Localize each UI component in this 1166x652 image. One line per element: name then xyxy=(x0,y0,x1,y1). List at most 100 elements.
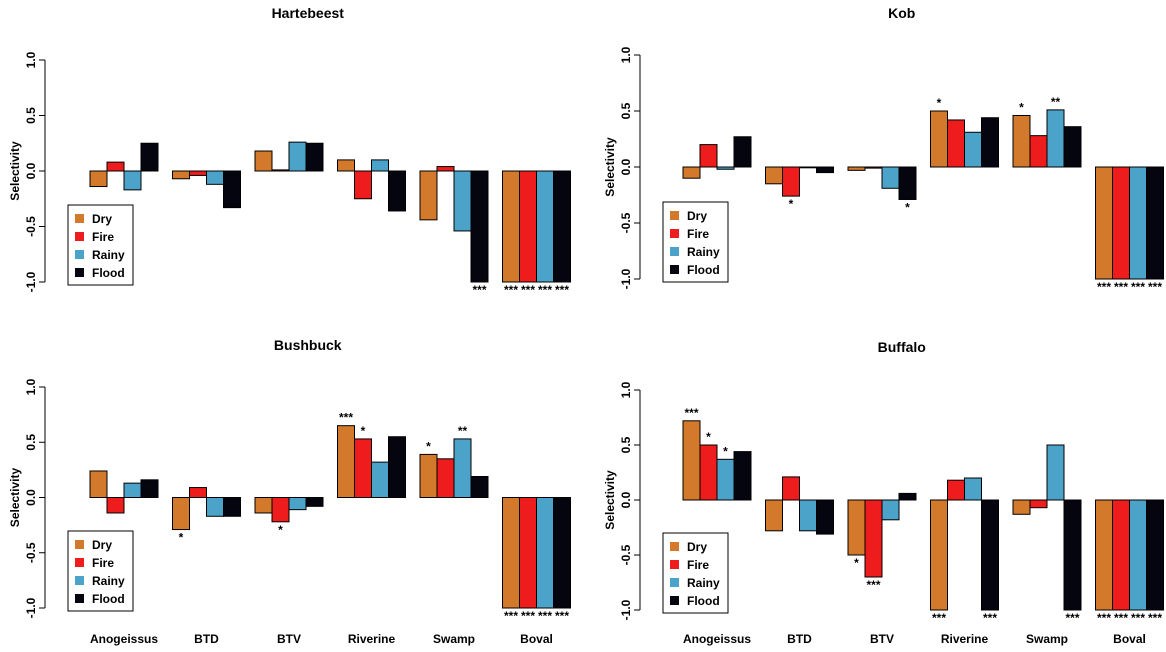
legend-swatch xyxy=(75,268,84,277)
legend-swatch xyxy=(670,578,679,587)
bar xyxy=(502,497,520,609)
legend-label: Flood xyxy=(92,266,125,280)
y-tick-label: -0.5 xyxy=(619,544,633,565)
significance-label: *** xyxy=(684,406,698,420)
bar xyxy=(964,131,982,168)
significance-label: *** xyxy=(1131,611,1145,625)
bar xyxy=(964,477,982,501)
bar xyxy=(733,451,752,501)
bar xyxy=(371,461,389,499)
y-tick-label: 0.5 xyxy=(24,434,38,451)
legend-label: Fire xyxy=(92,230,114,244)
significance-label: *** xyxy=(1131,280,1145,294)
y-tick-label: -1.0 xyxy=(24,271,38,292)
y-tick-label: 0.0 xyxy=(24,162,38,179)
bar xyxy=(288,141,307,172)
bar xyxy=(682,166,701,179)
y-tick-label: -0.5 xyxy=(24,216,38,237)
y-tick-label: 1.0 xyxy=(619,46,633,63)
bar xyxy=(354,170,372,200)
legend-label: Rainy xyxy=(92,574,125,588)
legend-swatch xyxy=(670,265,679,274)
bar xyxy=(1095,166,1113,280)
bar xyxy=(881,499,900,521)
legend-swatch xyxy=(670,542,679,551)
significance-label: ** xyxy=(1051,95,1061,109)
bar xyxy=(716,166,735,170)
y-tick-label: -1.0 xyxy=(24,597,38,618)
bar xyxy=(172,170,190,180)
significance-label: *** xyxy=(538,609,552,623)
bar xyxy=(436,458,455,499)
bar xyxy=(189,487,207,498)
significance-label: *** xyxy=(538,283,552,297)
x-tick-label: Swamp xyxy=(433,632,475,646)
y-tick-label: 1.0 xyxy=(619,381,633,398)
x-tick-label: Riverine xyxy=(348,632,396,646)
y-tick-label: 0.5 xyxy=(24,107,38,124)
bar xyxy=(123,482,142,499)
legend-label: Flood xyxy=(92,592,125,606)
significance-label: *** xyxy=(1114,611,1128,625)
bar xyxy=(799,499,817,532)
significance-label: *** xyxy=(1148,280,1162,294)
bar xyxy=(930,110,948,168)
significance-label: * xyxy=(723,444,728,458)
y-tick-label: 1.0 xyxy=(24,51,38,68)
chart-title: Buffalo xyxy=(878,339,926,355)
bar xyxy=(864,166,883,169)
significance-label: *** xyxy=(1097,280,1111,294)
significance-label: * xyxy=(1019,100,1024,114)
bar xyxy=(419,170,438,221)
bar xyxy=(1063,499,1082,611)
bar xyxy=(733,136,752,168)
y-axis-label: Selectivity xyxy=(8,141,22,201)
legend-swatch xyxy=(670,596,679,605)
legend-label: Fire xyxy=(92,556,114,570)
legend-swatch xyxy=(75,540,84,549)
bar xyxy=(354,438,372,498)
legend-swatch xyxy=(75,576,84,585)
x-tick-label: BTD xyxy=(787,632,812,646)
legend-label: Dry xyxy=(92,212,112,226)
y-tick-label: -0.5 xyxy=(24,542,38,563)
significance-label: *** xyxy=(983,611,997,625)
bar xyxy=(553,170,571,283)
bar xyxy=(206,497,224,517)
bar xyxy=(536,497,554,609)
legend-swatch xyxy=(75,250,84,259)
bar xyxy=(898,492,917,501)
bar xyxy=(898,166,917,200)
x-tick-label: Boval xyxy=(520,632,553,646)
bar xyxy=(371,159,389,172)
significance-label: *** xyxy=(1065,611,1079,625)
bar xyxy=(1012,114,1031,168)
legend-swatch xyxy=(75,594,84,603)
bar xyxy=(189,170,207,176)
bar xyxy=(305,142,324,172)
legend-swatch xyxy=(670,229,679,238)
legend-label: Flood xyxy=(687,594,720,608)
bar xyxy=(271,169,290,172)
bar xyxy=(981,117,999,168)
x-tick-label: BTV xyxy=(870,632,894,646)
bar xyxy=(223,170,241,209)
significance-label: *** xyxy=(504,609,518,623)
bar xyxy=(716,458,735,501)
chart-title: Bushbuck xyxy=(274,337,342,353)
bar xyxy=(699,144,718,168)
y-tick-label: 1.0 xyxy=(24,378,38,395)
bar xyxy=(254,150,273,172)
bar xyxy=(337,425,355,498)
bar xyxy=(847,499,866,556)
significance-label: * xyxy=(937,96,942,110)
bar xyxy=(502,170,520,283)
y-axis-label: Selectivity xyxy=(603,470,617,530)
bar xyxy=(881,166,900,189)
x-tick-label: Anogeissus xyxy=(90,632,158,646)
x-tick-label: Swamp xyxy=(1026,632,1068,646)
bar xyxy=(288,497,307,511)
bar xyxy=(206,170,224,185)
bar xyxy=(1129,166,1147,280)
bar xyxy=(172,497,190,531)
